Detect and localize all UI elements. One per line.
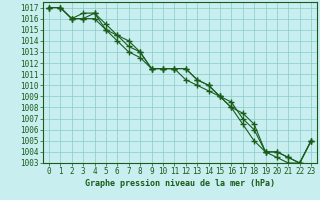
X-axis label: Graphe pression niveau de la mer (hPa): Graphe pression niveau de la mer (hPa) (85, 179, 275, 188)
